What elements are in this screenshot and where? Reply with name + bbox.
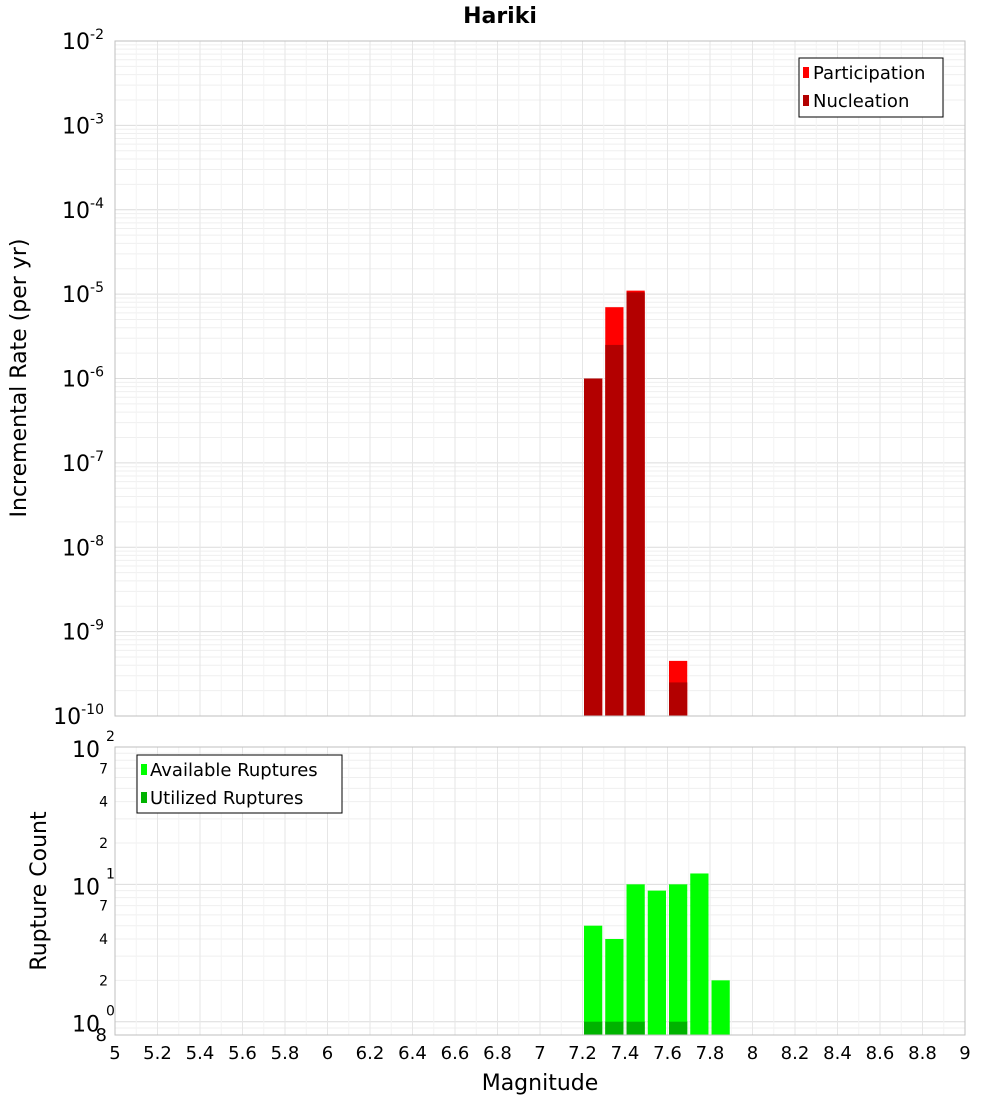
y-tick-exponent: 2 xyxy=(106,729,115,745)
y-tick-label: 10 xyxy=(72,875,100,900)
bottom-bar-utilized-ruptures xyxy=(669,1021,688,1035)
bottom-bar-utilized-ruptures xyxy=(605,1021,624,1035)
y-tick-label: 10-10 xyxy=(53,702,104,730)
y-tick-label-minor: 7 xyxy=(99,761,108,777)
top-bar-nucleation xyxy=(669,682,688,716)
y-tick-label: 10 xyxy=(72,1013,100,1038)
x-tick-label: 8 xyxy=(747,1043,758,1064)
y-tick-label: 10-5 xyxy=(62,280,104,308)
x-tick-label: 5.8 xyxy=(271,1043,300,1064)
y-tick-label-min: 8 xyxy=(96,1025,107,1046)
y-tick-label: 10-7 xyxy=(62,449,104,477)
y-tick-label: 10-2 xyxy=(62,27,104,55)
bottom-legend-box xyxy=(136,754,343,814)
bottom-y-tick-labels: 10 2 10 1 10 0 7 4 2 7 4 2 8 xyxy=(72,729,115,1046)
top-bars xyxy=(584,290,688,716)
top-bar-nucleation xyxy=(584,378,603,716)
y-tick-label-minor: 2 xyxy=(99,973,108,989)
legend-label-participation: Participation xyxy=(813,63,925,84)
legend-label-available-ruptures: Available Ruptures xyxy=(150,760,318,781)
y-tick-label-minor: 2 xyxy=(99,836,108,852)
x-tick-label: 9 xyxy=(959,1043,970,1064)
bottom-bar-available-ruptures xyxy=(626,884,645,1035)
top-legend: Participation Nucleation xyxy=(798,57,944,118)
legend-swatch-nucleation xyxy=(803,95,809,106)
x-tick-label: 7.6 xyxy=(653,1043,682,1064)
bottom-bar-available-ruptures xyxy=(669,884,688,1035)
x-tick-label: 6.2 xyxy=(356,1043,385,1064)
x-tick-label: 7.4 xyxy=(611,1043,640,1064)
bottom-legend: Available Ruptures Utilized Ruptures xyxy=(136,754,343,814)
y-tick-label: 10-8 xyxy=(62,533,104,561)
bottom-bar-utilized-ruptures xyxy=(584,1021,603,1035)
y-tick-label: 10 xyxy=(72,738,100,763)
bottom-bars xyxy=(584,873,730,1035)
top-bar-nucleation xyxy=(626,292,645,716)
x-tick-label: 8.4 xyxy=(823,1043,852,1064)
x-tick-label: 8.8 xyxy=(908,1043,937,1064)
bottom-gridlines xyxy=(114,746,966,1036)
bottom-bar-available-ruptures xyxy=(711,980,730,1035)
bottom-plot-frame xyxy=(114,746,966,1036)
x-tick-label: 8.2 xyxy=(781,1043,810,1064)
y-tick-label: 10-9 xyxy=(62,618,104,646)
x-tick-label: 5 xyxy=(109,1043,120,1064)
top-y-tick-labels: 10-2 10-3 10-4 10-5 10-6 10-7 10-8 10-9 10-10 xyxy=(53,27,104,730)
top-plot-frame xyxy=(114,40,966,717)
y-tick-exponent: 1 xyxy=(106,866,115,882)
x-tick-label: 5.6 xyxy=(228,1043,257,1064)
y-tick-label-minor: 4 xyxy=(99,932,108,948)
top-bar-nucleation xyxy=(605,344,624,716)
x-axis-label: Magnitude xyxy=(482,1071,599,1096)
bottom-bar-utilized-ruptures xyxy=(626,1021,645,1035)
bottom-bar-available-ruptures xyxy=(584,925,603,1035)
legend-swatch-participation xyxy=(803,67,809,78)
x-tick-label: 5.4 xyxy=(186,1043,215,1064)
x-tick-label: 8.6 xyxy=(866,1043,895,1064)
legend-swatch-utilized-ruptures xyxy=(141,792,147,803)
x-tick-label: 7 xyxy=(534,1043,545,1064)
bottom-y-axis-label: Rupture Count xyxy=(27,811,52,971)
legend-label-nucleation: Nucleation xyxy=(813,91,909,112)
x-tick-label: 6.6 xyxy=(441,1043,470,1064)
top-legend-box xyxy=(798,57,944,118)
top-gridlines xyxy=(114,41,966,717)
x-tick-label: 6 xyxy=(322,1043,333,1064)
y-tick-label-minor: 4 xyxy=(99,795,108,811)
y-tick-label: 10-4 xyxy=(62,196,104,224)
x-tick-labels: 5 5.2 5.4 5.6 5.8 6 6.2 6.4 6.6 6.8 7 7.2 7.4 7.6 7.8 8… xyxy=(109,1043,970,1064)
x-tick-label: 6.4 xyxy=(398,1043,427,1064)
chart-title: Hariki xyxy=(463,4,537,29)
y-tick-label-minor: 7 xyxy=(99,899,108,915)
top-y-axis-label: Incremental Rate (per yr) xyxy=(7,239,32,518)
bottom-bar-available-ruptures xyxy=(647,890,666,1035)
x-tick-label: 7.8 xyxy=(696,1043,725,1064)
y-tick-label: 10-3 xyxy=(62,111,104,139)
bottom-bar-available-ruptures xyxy=(690,873,709,1035)
x-tick-label: 7.2 xyxy=(568,1043,597,1064)
x-tick-label: 6.8 xyxy=(483,1043,512,1064)
y-tick-label: 10-6 xyxy=(62,365,104,393)
bottom-bar-available-ruptures xyxy=(605,939,624,1035)
x-tick-label: 5.2 xyxy=(143,1043,172,1064)
legend-swatch-available-ruptures xyxy=(141,764,147,775)
legend-label-utilized-ruptures: Utilized Ruptures xyxy=(150,788,303,809)
y-tick-exponent: 0 xyxy=(106,1004,115,1020)
